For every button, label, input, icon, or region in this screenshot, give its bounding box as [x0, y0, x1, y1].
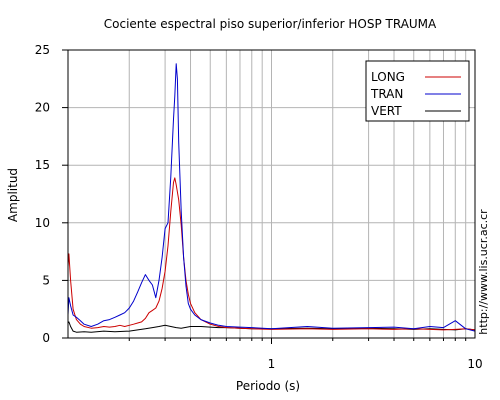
y-tick-label: 15 [35, 158, 50, 172]
y-tick-label: 0 [42, 331, 50, 345]
legend-label-tran: TRAN [370, 87, 403, 101]
y-tick-label: 20 [35, 101, 50, 115]
series-line-long [67, 177, 476, 331]
y-tick-label: 5 [42, 273, 50, 287]
chart-title: Cociente espectral piso superior/inferio… [104, 17, 437, 31]
x-axis-ticks: 1 10 [128, 338, 483, 371]
y-tick-label: 25 [35, 43, 50, 57]
x-tick-label: 1 [268, 357, 276, 371]
y-axis-label: Amplitud [6, 168, 20, 222]
legend-label-vert: VERT [371, 104, 402, 118]
series-layer [67, 63, 476, 333]
series-line-tran [67, 63, 476, 332]
x-tick-label: 10 [467, 357, 482, 371]
legend: LONG TRAN VERT [365, 60, 470, 122]
legend-label-long: LONG [371, 70, 405, 84]
y-axis-ticks: 0 5 10 15 20 25 [35, 43, 68, 345]
source-url: http://www.lis.ucr.ac.cr [477, 209, 490, 335]
y-tick-label: 10 [35, 216, 50, 230]
x-axis-label: Periodo (s) [236, 379, 300, 393]
